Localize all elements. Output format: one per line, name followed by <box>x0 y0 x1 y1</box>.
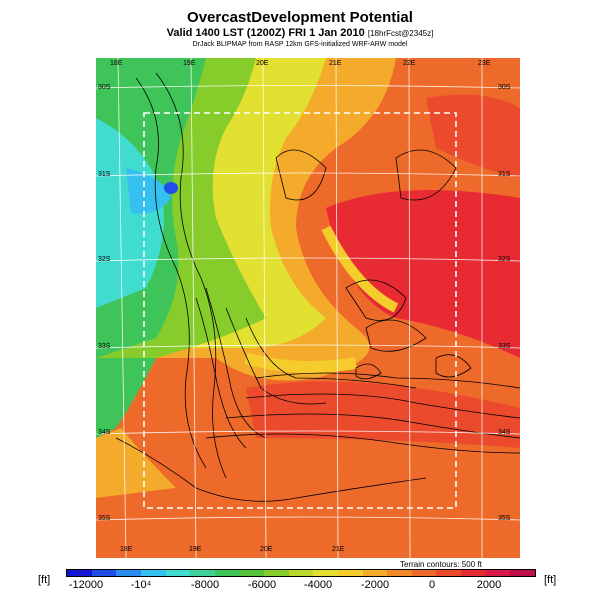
lon-label-top: 23E <box>478 60 491 67</box>
colorbar-swatch <box>214 570 240 576</box>
valid-time: Valid 1400 LST (1200Z) FRI 1 Jan 2010 <box>166 27 365 39</box>
lon-label-bottom: 21E <box>332 546 345 553</box>
colorbar-swatch <box>239 570 264 576</box>
lat-label-left: 34S <box>98 429 111 436</box>
lon-label-bottom: 20E <box>260 546 273 553</box>
colorbar-swatch <box>116 570 141 576</box>
colorbar-swatch <box>91 570 117 576</box>
lon-label-top: 18E <box>110 60 123 67</box>
model-credit: DrJack BLIPMAP from RASP 12km GFS-initia… <box>192 41 408 48</box>
colorbar-swatch <box>362 570 388 576</box>
lat-label-left: 35S <box>98 515 111 522</box>
lat-label-left: 33S <box>98 343 111 350</box>
colorbar-swatch <box>67 570 92 576</box>
colorbar-unit-left: [ft] <box>38 574 51 586</box>
colorbar-label: -8000 <box>190 579 220 591</box>
colorbar-swatch <box>461 570 486 576</box>
colorbar-swatch <box>510 570 535 576</box>
forecast-note: [18hrFcst@2345z] <box>367 29 434 38</box>
lat-label-left: 31S <box>98 171 111 178</box>
lon-label-bottom: 18E <box>120 546 133 553</box>
lat-label-left: 30S <box>98 84 111 91</box>
lat-label-right: 32S <box>498 256 511 263</box>
lon-label-top: 21E <box>329 60 342 67</box>
map-field <box>96 58 520 558</box>
colorbar-swatch <box>288 570 314 576</box>
lat-label-right: 30S <box>498 84 511 91</box>
colorbar-swatch <box>337 570 363 576</box>
lat-label-right: 33S <box>498 343 511 350</box>
lat-label-right: 35S <box>498 515 511 522</box>
colorbar-swatch <box>411 570 437 576</box>
map-title: OvercastDevelopment Potential <box>187 9 413 26</box>
lat-label-right: 34S <box>498 429 511 436</box>
forecast-map: 18E 19E 20E 21E 22E 23E 18E 19E 20E 21E … <box>96 58 520 558</box>
lat-label-right: 31S <box>498 171 511 178</box>
colorbar-swatch <box>190 570 215 576</box>
lon-label-top: 22E <box>403 60 416 67</box>
colorbar-swatch <box>387 570 412 576</box>
lon-label-top: 19E <box>183 60 196 67</box>
colorbar-label: 0 <box>428 579 436 591</box>
colorbar-swatch <box>264 570 289 576</box>
colorbar-swatch <box>140 570 166 576</box>
colorbar-label: -6000 <box>247 579 277 591</box>
colorbar <box>66 569 536 577</box>
terrain-contour-note: Terrain contours: 500 ft <box>400 560 482 569</box>
colorbar-swatch <box>436 570 461 576</box>
colorbar-swatch <box>165 570 191 576</box>
colorbar-swatch <box>485 570 511 576</box>
colorbar-unit-right: [ft] <box>544 574 557 586</box>
map-subtitle: Valid 1400 LST (1200Z) FRI 1 Jan 2010 [1… <box>0 27 600 39</box>
lat-label-left: 32S <box>98 256 111 263</box>
colorbar-label: 2000 <box>476 579 502 591</box>
lon-label-top: 20E <box>256 60 269 67</box>
colorbar-label: -10⁴ <box>130 579 152 591</box>
colorbar-label: -4000 <box>303 579 333 591</box>
colorbar-label: -12000 <box>68 579 104 591</box>
lon-label-bottom: 19E <box>189 546 202 553</box>
colorbar-label: -2000 <box>360 579 390 591</box>
colorbar-swatch <box>313 570 338 576</box>
